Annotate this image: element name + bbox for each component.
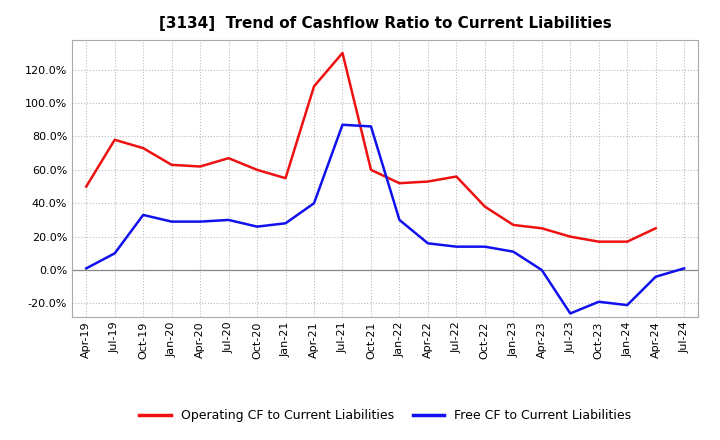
Title: [3134]  Trend of Cashflow Ratio to Current Liabilities: [3134] Trend of Cashflow Ratio to Curren… bbox=[159, 16, 611, 32]
Legend: Operating CF to Current Liabilities, Free CF to Current Liabilities: Operating CF to Current Liabilities, Fre… bbox=[135, 404, 636, 427]
